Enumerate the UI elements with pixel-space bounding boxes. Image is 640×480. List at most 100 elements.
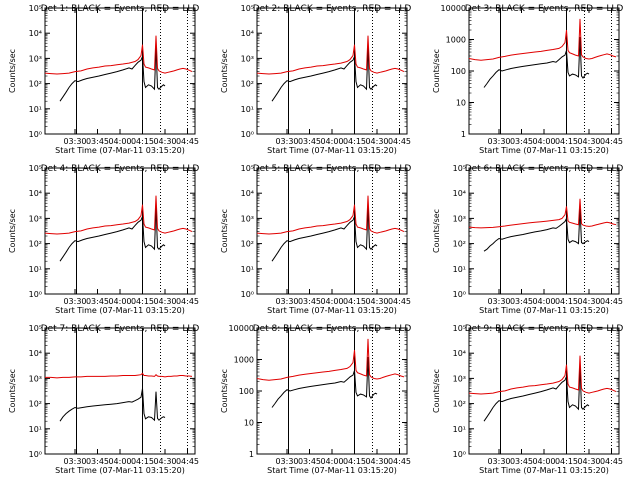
x-tick-label: 04:30 (577, 297, 600, 306)
series-line-events (483, 36, 590, 88)
series-line-lld (44, 195, 193, 235)
y-tick-label: 10⁴ (453, 349, 466, 358)
series-line-lld (468, 355, 617, 395)
series-line-lld (45, 372, 193, 379)
y-tick-label: 1000 (234, 356, 254, 365)
x-tick-label: 04:30 (365, 457, 388, 466)
series-line-events (271, 46, 378, 102)
y-tick-label: 10⁵ (241, 164, 254, 173)
y-tick-label: 10³ (241, 214, 254, 223)
y-tick-label: 10⁴ (29, 189, 42, 198)
y-tick-label: 10⁰ (453, 450, 466, 459)
x-axis-label: Start Time (07-Mar-11 03:15:20) (55, 146, 185, 155)
plot-frame (256, 327, 408, 455)
y-tick-label: 10¹ (29, 265, 42, 274)
y-tick-label: 1 (249, 450, 254, 459)
series-line-lld (468, 198, 617, 229)
y-tick-label: 10⁵ (453, 164, 466, 173)
x-tick-label: 03:45 (298, 457, 321, 466)
x-tick-label: 03:30 (275, 297, 298, 306)
y-tick-label: 10³ (241, 54, 254, 63)
y-tick-label: 10² (29, 400, 42, 409)
x-tick-label: 04:30 (153, 457, 176, 466)
x-tick-label: 04:15 (555, 297, 578, 306)
chart-panel-2: Det 2: BLACK = Events, RED = LLDCounts/s… (220, 4, 411, 155)
chart-panel-1: Det 1: BLACK = Events, RED = LLDCounts/s… (8, 4, 199, 155)
x-tick-label: 03:45 (510, 137, 533, 146)
y-tick-label: 10⁵ (29, 164, 42, 173)
y-tick-label: 10000 (441, 4, 466, 13)
x-tick-label: 04:00 (532, 297, 555, 306)
x-tick-label: 03:30 (487, 297, 510, 306)
chart-panel-7: Det 7: BLACK = Events, RED = LLDCounts/s… (8, 324, 199, 475)
y-tick-label: 10³ (29, 54, 42, 63)
chart-panel-5: Det 5: BLACK = Events, RED = LLDCounts/s… (220, 164, 411, 315)
y-tick-label: 10⁰ (29, 290, 42, 299)
x-axis-label: Start Time (07-Mar-11 03:15:20) (267, 306, 397, 315)
y-axis-label: Counts/sec (220, 209, 229, 253)
y-tick-label: 10⁵ (29, 4, 42, 13)
y-tick-label: 10⁴ (29, 29, 42, 38)
x-tick-label: 03:30 (63, 137, 86, 146)
x-tick-label: 03:30 (275, 137, 298, 146)
x-axis-label: Start Time (07-Mar-11 03:15:20) (267, 146, 397, 155)
series-line-events (59, 388, 166, 422)
plot-frame (468, 167, 620, 295)
x-tick-label: 04:30 (365, 297, 388, 306)
y-tick-label: 10⁰ (29, 130, 42, 139)
chart-panel-6: Det 6: BLACK = Events, RED = LLDCounts/s… (432, 164, 623, 315)
x-tick-label: 04:00 (320, 137, 343, 146)
series-line-events (271, 356, 378, 408)
x-tick-label: 04:45 (600, 457, 623, 466)
x-tick-label: 03:30 (63, 297, 86, 306)
y-tick-label: 10⁴ (29, 349, 42, 358)
x-tick-label: 04:00 (320, 297, 343, 306)
y-axis-label: Counts/sec (432, 49, 441, 93)
x-tick-label: 04:45 (388, 137, 411, 146)
x-tick-label: 04:30 (365, 137, 388, 146)
y-tick-label: 10¹ (29, 425, 42, 434)
y-axis-label: Counts/sec (220, 369, 229, 413)
series-line-events (271, 206, 378, 262)
x-tick-label: 04:15 (555, 137, 578, 146)
x-tick-label: 04:30 (577, 457, 600, 466)
x-tick-label: 04:15 (555, 457, 578, 466)
y-tick-label: 10³ (29, 374, 42, 383)
x-tick-label: 04:00 (532, 457, 555, 466)
y-tick-label: 10⁵ (241, 4, 254, 13)
series-line-events (483, 366, 590, 422)
y-axis-label: Counts/sec (8, 369, 17, 413)
y-tick-label: 10² (29, 80, 42, 89)
plot-frame (468, 7, 620, 135)
y-tick-label: 10¹ (453, 265, 466, 274)
x-tick-label: 03:30 (487, 137, 510, 146)
y-tick-label: 10⁴ (241, 29, 254, 38)
y-tick-label: 10³ (453, 374, 466, 383)
y-axis-label: Counts/sec (8, 49, 17, 93)
x-axis-label: Start Time (07-Mar-11 03:15:20) (479, 306, 609, 315)
y-tick-label: 10¹ (29, 105, 42, 114)
x-tick-label: 03:45 (86, 457, 109, 466)
x-tick-label: 04:00 (320, 457, 343, 466)
y-tick-label: 10¹ (241, 105, 254, 114)
x-tick-label: 04:45 (176, 137, 199, 146)
y-axis-label: Counts/sec (8, 209, 17, 253)
y-tick-label: 10⁵ (29, 324, 42, 333)
y-tick-label: 10² (29, 240, 42, 249)
y-tick-label: 10⁰ (453, 290, 466, 299)
series-line-lld (256, 35, 405, 75)
chart-panel-4: Det 4: BLACK = Events, RED = LLDCounts/s… (8, 164, 199, 315)
y-tick-label: 10 (244, 419, 254, 428)
x-tick-label: 03:30 (487, 457, 510, 466)
y-tick-label: 10² (241, 80, 254, 89)
y-tick-label: 10³ (29, 214, 42, 223)
x-tick-label: 04:45 (176, 297, 199, 306)
y-axis-label: Counts/sec (432, 369, 441, 413)
x-tick-label: 04:00 (532, 137, 555, 146)
x-tick-label: 03:45 (86, 297, 109, 306)
chart-panel-9: Det 9: BLACK = Events, RED = LLDCounts/s… (432, 324, 623, 475)
x-tick-label: 04:45 (388, 457, 411, 466)
x-tick-label: 04:45 (176, 457, 199, 466)
x-tick-label: 04:30 (577, 137, 600, 146)
x-tick-label: 03:30 (275, 457, 298, 466)
